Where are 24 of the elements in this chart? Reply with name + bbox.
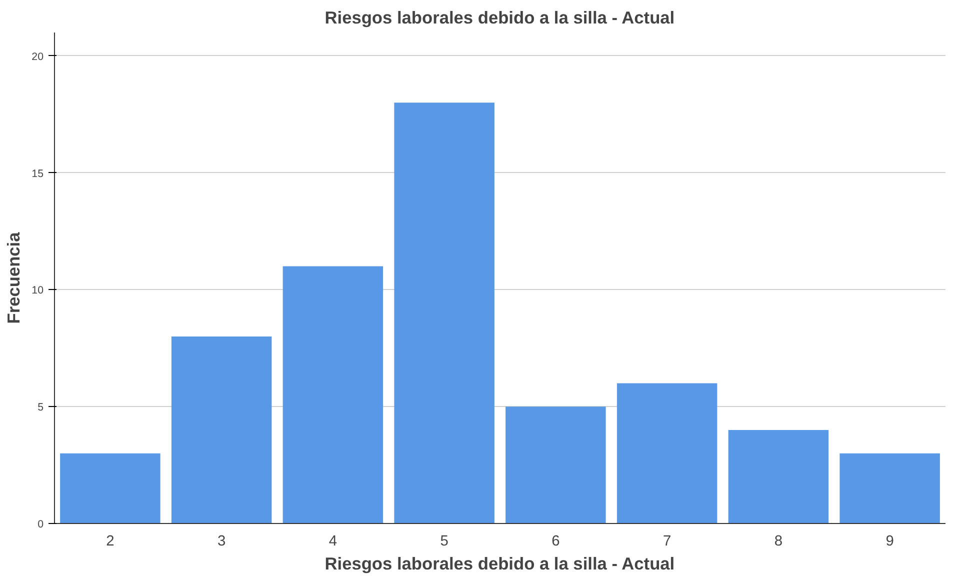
bar bbox=[840, 453, 940, 524]
x-tick-label: 3 bbox=[217, 534, 226, 550]
x-tick-label: 2 bbox=[106, 534, 114, 550]
chart-title: Riesgos laborales debido a la silla - Actual bbox=[324, 8, 675, 28]
y-axis-title: Frecuencia bbox=[4, 232, 24, 324]
bar bbox=[506, 406, 606, 524]
bar bbox=[616, 383, 718, 524]
x-tick-label: 4 bbox=[328, 534, 338, 550]
x-axis-title: Riesgos laborales debido a la silla - Actual bbox=[324, 554, 675, 574]
bar bbox=[394, 102, 494, 524]
y-tick-label: 0 bbox=[38, 518, 44, 530]
y-tick-label: 15 bbox=[32, 168, 44, 180]
y-tick-label: 20 bbox=[32, 50, 44, 63]
x-tick-label: 7 bbox=[662, 534, 672, 550]
bar bbox=[282, 266, 384, 524]
bar bbox=[171, 336, 272, 524]
x-tick-label: 9 bbox=[886, 534, 894, 550]
y-tick-label: 10 bbox=[32, 284, 44, 297]
x-tick-label: 8 bbox=[774, 534, 783, 550]
x-tick-label: 6 bbox=[552, 534, 560, 550]
bar bbox=[60, 453, 160, 524]
x-tick-label: 5 bbox=[440, 534, 448, 550]
bar bbox=[728, 430, 829, 524]
y-tick-label: 5 bbox=[38, 402, 44, 414]
